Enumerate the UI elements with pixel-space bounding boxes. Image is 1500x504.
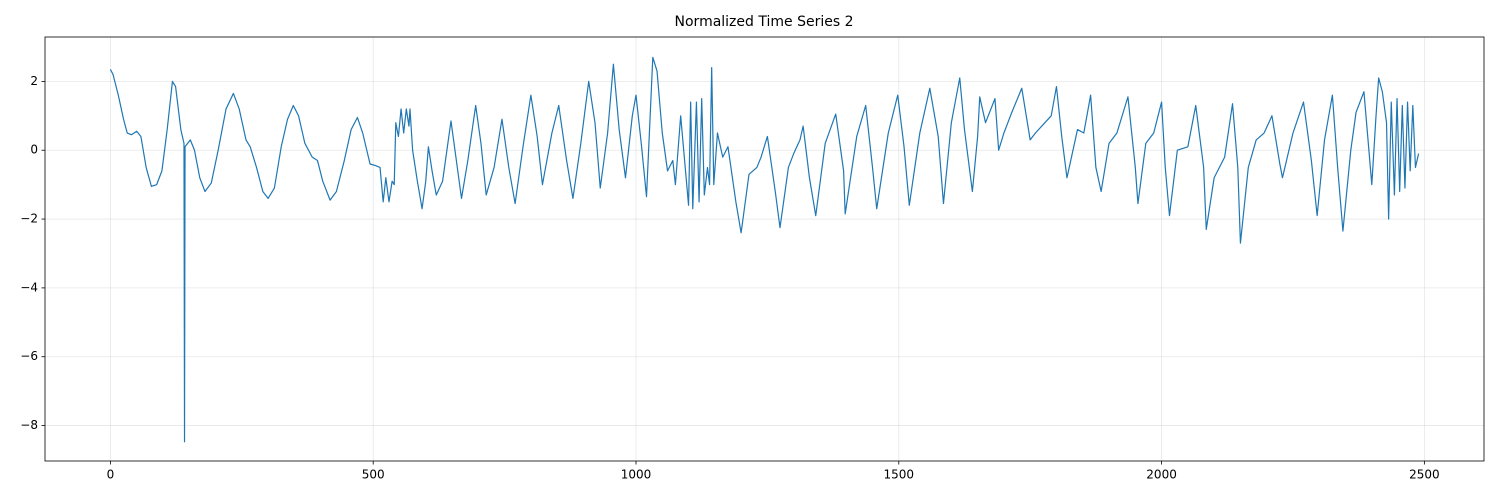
x-tick-label: 500 <box>362 468 385 482</box>
y-tick-label: 2 <box>30 74 38 88</box>
x-tick-label: 2000 <box>1146 468 1177 482</box>
chart-title: Normalized Time Series 2 <box>675 14 854 30</box>
x-tick-label: 1500 <box>884 468 915 482</box>
series-line <box>109 56 1420 443</box>
plot-frame <box>44 36 1485 462</box>
x-tick-label: 1000 <box>621 468 652 482</box>
y-tick-label: 0 <box>30 143 38 157</box>
y-tick-label: −2 <box>20 212 38 226</box>
y-tick-label: −8 <box>20 418 38 432</box>
x-tick-label: 0 <box>107 468 115 482</box>
y-tick-label: −6 <box>20 349 38 363</box>
x-tick-label: 2500 <box>1409 468 1440 482</box>
y-tick-label: −4 <box>20 280 38 294</box>
